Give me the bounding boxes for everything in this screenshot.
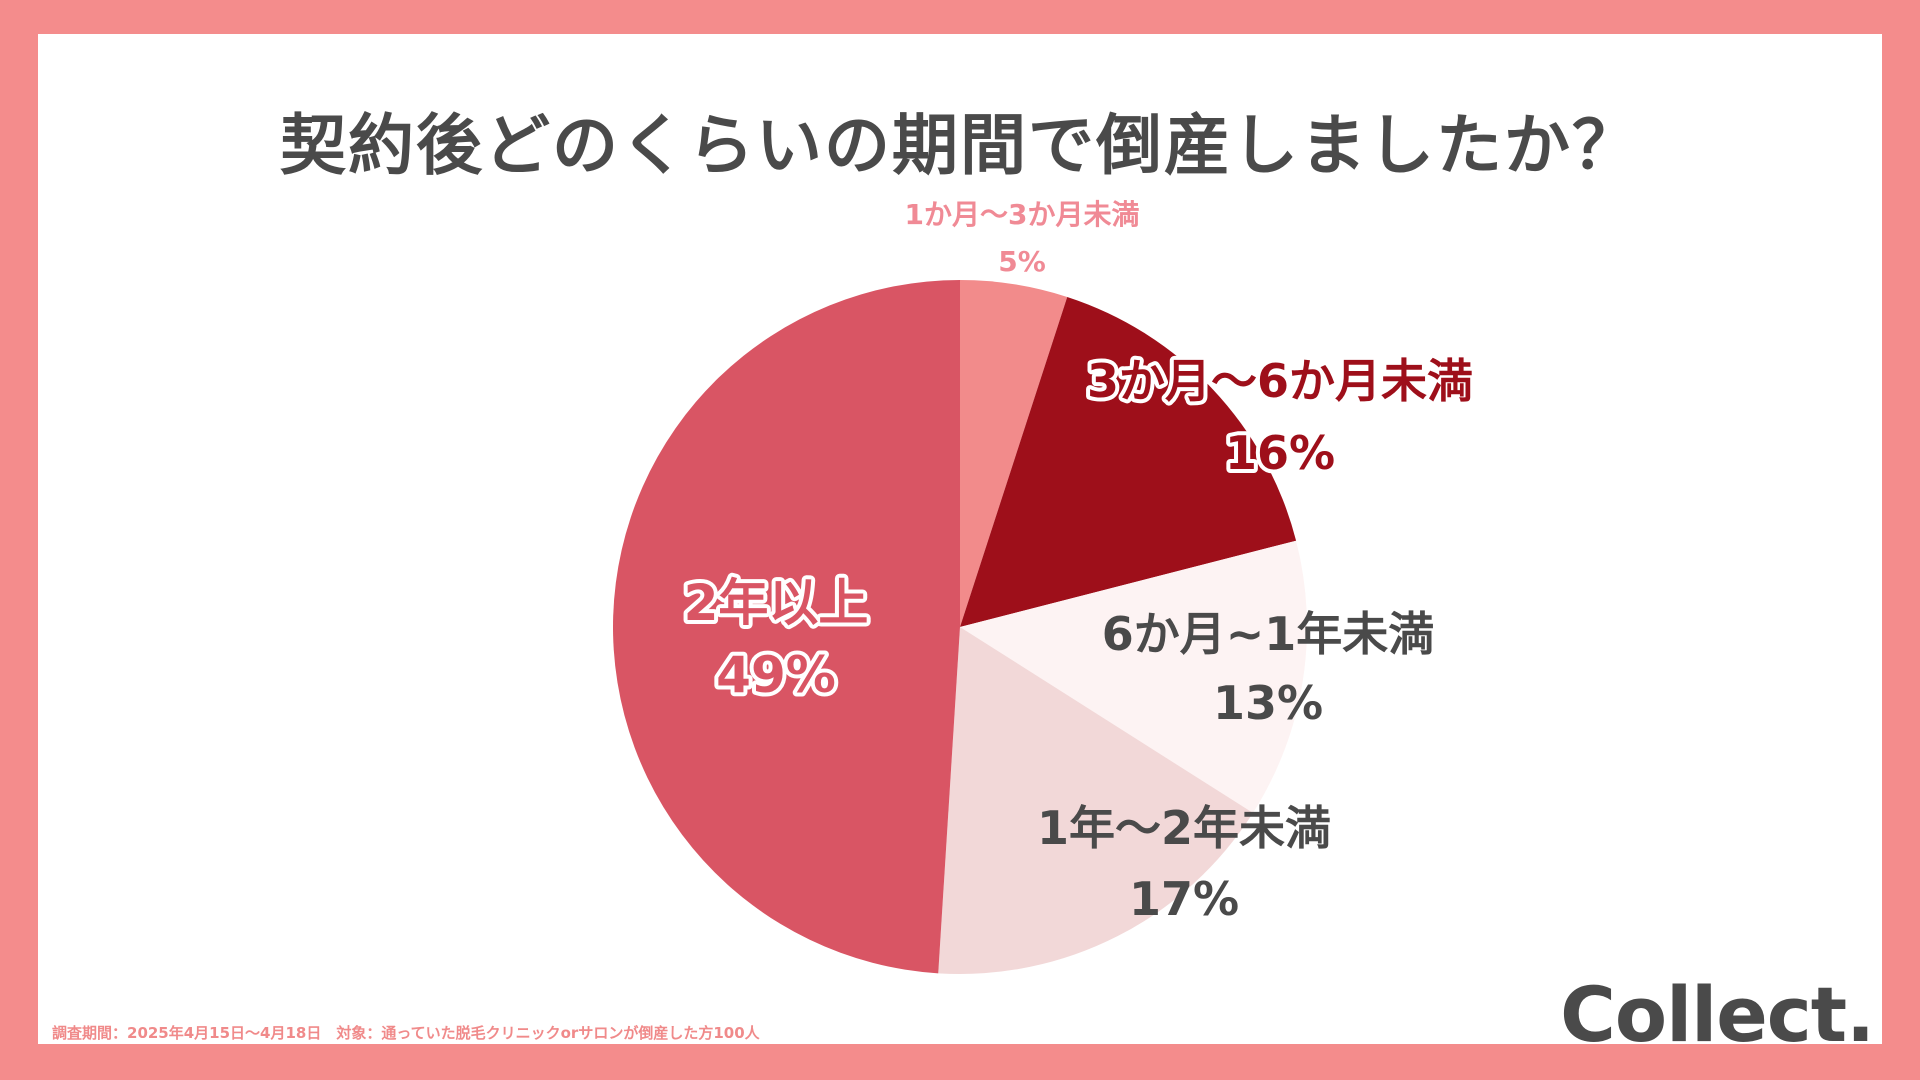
collect-logo: Collect.: [1560, 970, 1875, 1059]
slice-value-4: 17%: [1129, 872, 1239, 926]
slice-label-3: 6か月~1年未満: [1102, 607, 1435, 661]
slice-label-1: 1か月～3か月未満: [905, 198, 1140, 231]
slice-value-1: 5%: [998, 245, 1046, 278]
slice-label-4: 1年～2年未満: [1037, 801, 1331, 855]
pie-slices: [613, 280, 1307, 974]
survey-footnote: 調査期間：2025年4月15日～4月18日 対象：通っていた脱毛クリニックorサ…: [52, 1024, 760, 1042]
slice-label-2: 3か月～6か月未満: [1087, 354, 1473, 408]
chart-title: 契約後どのくらいの期間で倒産しましたか？: [280, 107, 1640, 184]
pie-slice-5: [613, 280, 960, 974]
slice-value-3: 13%: [1213, 676, 1323, 730]
slice-value-2: 16%: [1225, 426, 1335, 480]
slice-label-5: 2年以上: [684, 574, 869, 632]
pie-slice-3: [960, 540, 1307, 813]
pie-labels: 1か月～3か月未満 5% 3か月～6か月未満 16% 6か月~1年未満 13% 1年～2年未…: [680, 198, 1477, 926]
pie-slice-2: [960, 296, 1297, 627]
pie-slice-4: [938, 627, 1253, 974]
pie-slice-1: [960, 280, 1068, 627]
slice-value-5: 49%: [716, 646, 836, 704]
